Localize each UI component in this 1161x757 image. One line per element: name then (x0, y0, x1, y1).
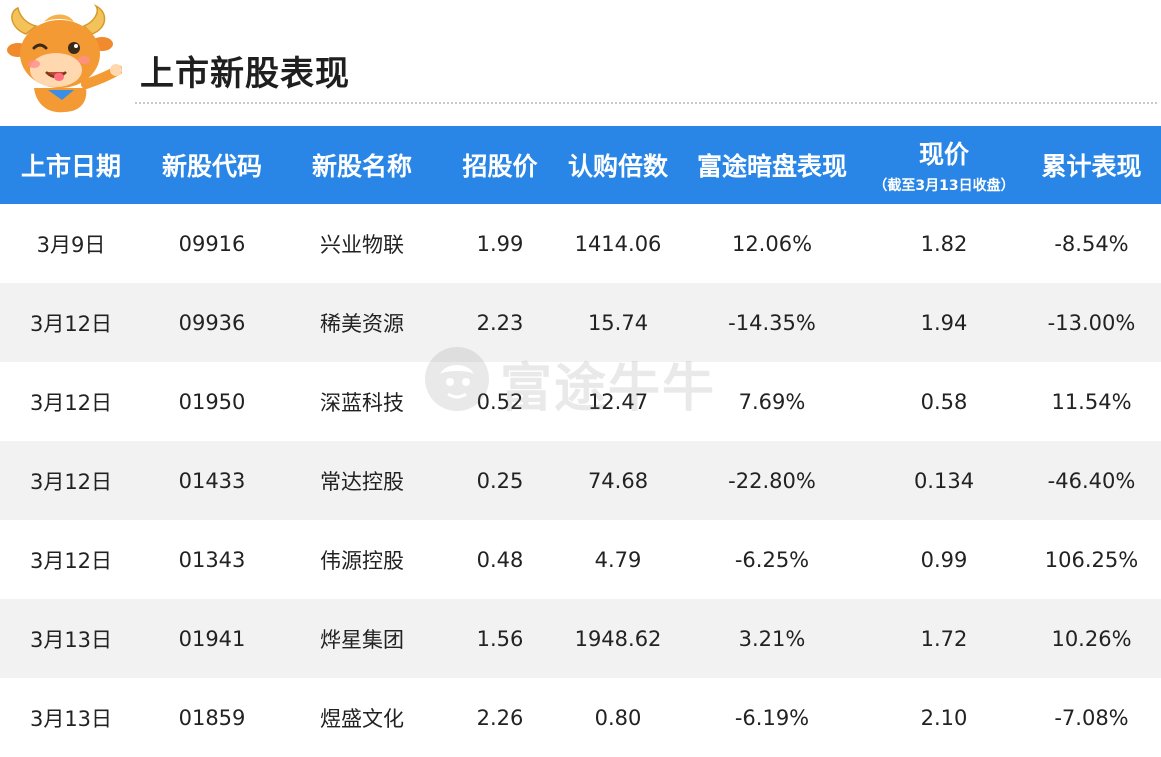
cell-subscription-multiple: 12.47 (587, 389, 649, 414)
cell-ipo-price: 2.23 (442, 283, 558, 362)
cell-dark-pool-performance: 7.69% (738, 389, 806, 414)
cell-dark-pool-performance: -6.25% (734, 547, 810, 572)
cell-cumulative-performance: 11.54% (1051, 389, 1132, 414)
cell-stock-code: 01343 (178, 547, 246, 572)
cell-stock-name: 深蓝科技 (320, 390, 404, 415)
cell-dark-pool-performance: -22.80% (678, 441, 866, 520)
cell-subscription-multiple: 0.80 (594, 705, 642, 730)
table-row: 3月12日 01343 伟源控股 0.48 4.79 -6.25% 0.99 106.25% (0, 520, 1161, 599)
cell-dark-pool-performance: -6.19% (734, 705, 810, 730)
table-row: 3月9日 09916 兴业物联 1.99 1414.06 12.06% 1.82 -8.54% (0, 204, 1161, 283)
table-row: 3月12日 09936 稀美资源 2.23 15.74 -14.35% 1.94 -13.00… (0, 283, 1161, 362)
cell-listing-date: 3月13日 (0, 599, 142, 678)
current-price-note: （截至3月13日收盘） (873, 178, 1015, 194)
cell-cumulative-performance: -13.00% (1022, 283, 1161, 362)
cell-listing-date: 3月12日 (0, 441, 142, 520)
cell-cumulative-performance: -8.54% (1054, 231, 1129, 256)
cell-subscription-multiple: 15.74 (558, 283, 678, 362)
column-header-cumulative-performance: 累计表现 (1022, 126, 1161, 204)
title-divider (135, 102, 1157, 104)
cell-ipo-price: 2.26 (476, 705, 524, 730)
cell-subscription-multiple: 1414.06 (574, 231, 662, 256)
cell-listing-date: 3月13日 (29, 706, 113, 731)
column-header-subscription-multiple: 认购倍数 (558, 126, 678, 204)
table-row: 3月13日 01941 烨星集团 1.56 1948.62 3.21% 1.72 10.26% (0, 599, 1161, 678)
table-header-row: 上市日期 新股代码 新股名称 招股价 认购倍数 富途暗盘表现 现价 （截至3月1… (0, 126, 1161, 204)
cell-stock-name: 常达控股 (282, 441, 442, 520)
cell-current-price: 0.58 (920, 389, 968, 414)
cell-stock-name: 煜盛文化 (320, 706, 404, 731)
cell-listing-date: 3月12日 (29, 390, 113, 415)
column-header-stock-code: 新股代码 (142, 126, 282, 204)
cell-current-price: 0.99 (920, 547, 968, 572)
cell-cumulative-performance: -46.40% (1022, 441, 1161, 520)
column-header-stock-name: 新股名称 (282, 126, 442, 204)
cell-current-price: 2.10 (920, 705, 968, 730)
cell-current-price: 0.134 (866, 441, 1022, 520)
column-header-dark-pool-performance: 富途暗盘表现 (678, 126, 866, 204)
cell-current-price: 1.82 (920, 231, 968, 256)
cell-current-price: 1.72 (866, 599, 1022, 678)
cell-stock-code: 01941 (142, 599, 282, 678)
cell-stock-code: 01859 (178, 705, 246, 730)
cell-ipo-price: 0.48 (476, 547, 524, 572)
cell-stock-name: 伟源控股 (320, 548, 404, 573)
bull-mascot-icon (7, 4, 122, 113)
cell-subscription-multiple: 74.68 (558, 441, 678, 520)
cell-dark-pool-performance: 3.21% (678, 599, 866, 678)
ipo-performance-table: 上市日期 新股代码 新股名称 招股价 认购倍数 富途暗盘表现 现价 （截至3月1… (0, 126, 1161, 757)
cell-stock-name: 兴业物联 (320, 232, 404, 257)
cell-cumulative-performance: 106.25% (1044, 547, 1139, 572)
column-header-current-price: 现价 （截至3月13日收盘） (866, 126, 1022, 204)
cell-ipo-price: 1.56 (442, 599, 558, 678)
cell-subscription-multiple: 1948.62 (558, 599, 678, 678)
cell-stock-code: 09936 (142, 283, 282, 362)
table-row: 3月12日 01433 常达控股 0.25 74.68 -22.80% 0.134 -46.4… (0, 441, 1161, 520)
cell-stock-code: 01950 (178, 389, 246, 414)
cell-subscription-multiple: 4.79 (594, 547, 642, 572)
cell-stock-code: 01433 (142, 441, 282, 520)
cell-listing-date: 3月12日 (29, 548, 113, 573)
cell-listing-date: 3月12日 (0, 283, 142, 362)
cell-stock-code: 09916 (178, 231, 246, 256)
cell-cumulative-performance: 10.26% (1022, 599, 1161, 678)
current-price-label: 现价 (918, 140, 969, 169)
cell-dark-pool-performance: -14.35% (678, 283, 866, 362)
cell-ipo-price: 1.99 (476, 231, 524, 256)
cell-current-price: 1.94 (866, 283, 1022, 362)
page-title: 上市新股表现 (140, 54, 350, 94)
cell-stock-name: 烨星集团 (282, 599, 442, 678)
table-row: 3月13日 01859 煜盛文化 2.26 0.80 -6.19% 2.10 -7.08% (0, 678, 1161, 757)
cell-ipo-price: 0.52 (476, 389, 524, 414)
cell-ipo-price: 0.25 (442, 441, 558, 520)
cell-stock-name: 稀美资源 (282, 283, 442, 362)
page-header: 上市新股表现 (0, 0, 1161, 126)
cell-cumulative-performance: -7.08% (1054, 705, 1129, 730)
column-header-ipo-price: 招股价 (442, 126, 558, 204)
cell-listing-date: 3月9日 (36, 232, 106, 257)
table-row: 3月12日 01950 深蓝科技 0.52 12.47 7.69% 0.58 11.54% (0, 362, 1161, 441)
column-header-listing-date: 上市日期 (0, 126, 142, 204)
cell-dark-pool-performance: 12.06% (731, 231, 813, 256)
